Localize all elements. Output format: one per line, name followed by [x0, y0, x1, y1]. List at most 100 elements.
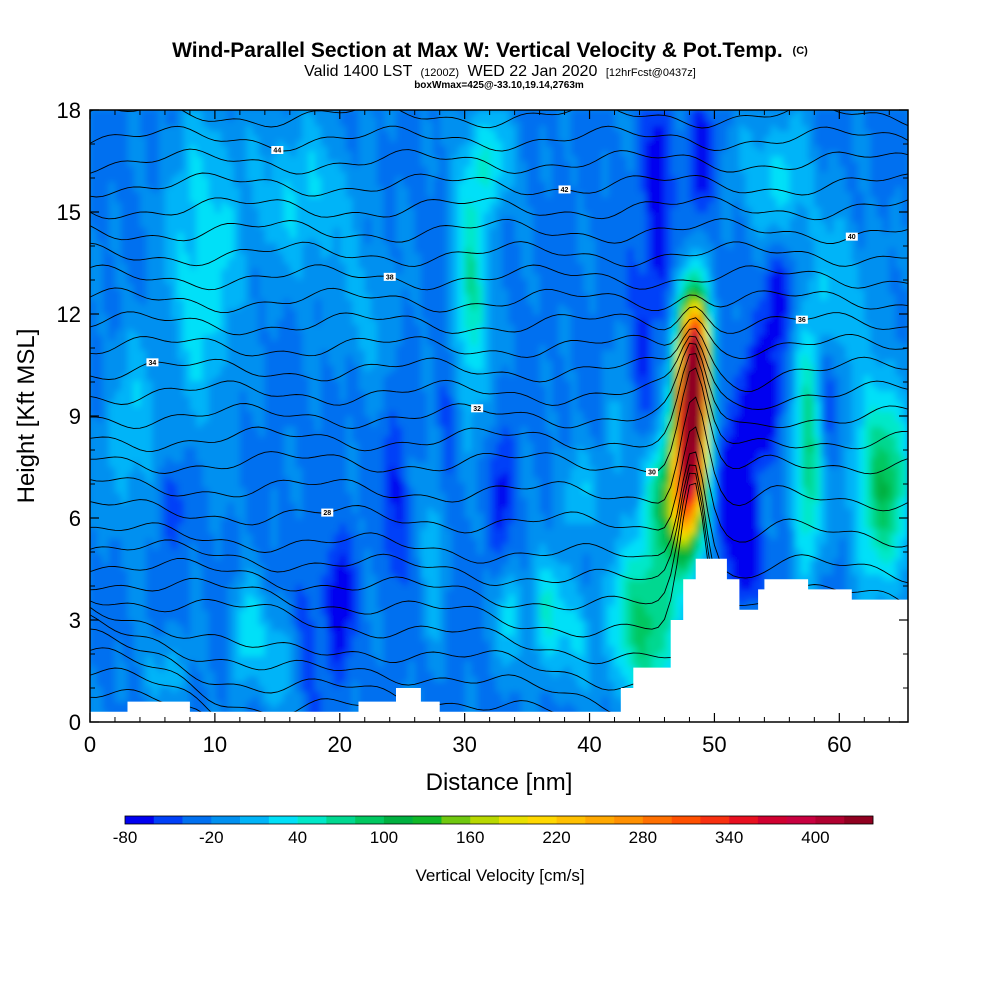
isentrope-label-bg — [321, 508, 334, 517]
chart-title: Wind-Parallel Section at Max W: Vertical… — [172, 39, 808, 62]
x-tick-label: 40 — [577, 732, 601, 757]
colorbar-tick-label: 160 — [456, 828, 484, 847]
y-tick-label: 18 — [57, 98, 81, 123]
colorbar-swatch — [211, 816, 241, 824]
colorbar-swatch — [671, 816, 701, 824]
isentrope-label: 44 — [273, 147, 281, 154]
colorbar-swatch — [470, 816, 500, 824]
colorbar-swatch — [729, 816, 759, 824]
isentrope-label: 40 — [848, 234, 856, 241]
colorbar-tick-label: 280 — [629, 828, 657, 847]
colorbar-tick-label: 400 — [801, 828, 829, 847]
colorbar-tick-label: 40 — [288, 828, 307, 847]
colorbar-swatch — [499, 816, 529, 824]
isentrope-line — [90, 148, 908, 175]
colorbar-swatch — [182, 816, 212, 824]
colorbar-swatch — [383, 816, 413, 824]
isentrope-line — [90, 264, 908, 291]
subtitle-valid: Valid 1400 LST — [304, 63, 412, 80]
y-tick-label: 3 — [69, 608, 81, 633]
isentrope-line — [90, 342, 908, 429]
colorbar-swatch — [614, 816, 644, 824]
isentrope-line — [90, 328, 908, 393]
isentrope-label-bg — [558, 185, 571, 194]
subtitle-forecast: [12hrFcst@0437z] — [606, 67, 696, 79]
colorbar-swatch — [125, 816, 155, 824]
colorbar-frame — [124, 815, 874, 825]
isentrope-line — [90, 426, 908, 548]
colorbar-tick-label: 100 — [370, 828, 398, 847]
isentrope-line — [90, 306, 908, 336]
isentrope-line — [90, 110, 908, 129]
y-tick-label: 6 — [69, 506, 81, 531]
isentrope-line — [90, 396, 908, 512]
isentrope-line — [90, 317, 908, 359]
terrain — [90, 558, 908, 722]
colorbar: -80 -20 40 100 160 220 280 340 400 — [113, 815, 874, 847]
colorbar-tick-label: -80 — [113, 828, 138, 847]
colorbar-swatch — [527, 816, 557, 824]
x-axis-label: Distance [nm] — [426, 769, 573, 796]
isentrope-label-bg — [146, 358, 159, 367]
isentrope-line — [90, 172, 908, 198]
chart-title-suffix: (C) — [793, 45, 809, 57]
isentrope-label: 42 — [561, 187, 569, 194]
colorbar-swatch — [585, 816, 615, 824]
colorbar-swatch — [441, 816, 471, 824]
y-tick-label: 0 — [69, 710, 81, 735]
isentrope-line — [90, 614, 786, 722]
colorbar-swatch — [240, 816, 270, 824]
chart-box-info: boxWmax=425@-33.10,19.14,2763m — [414, 80, 584, 91]
isentrope-line — [90, 367, 908, 475]
isentrope-line — [90, 451, 908, 584]
x-tick-label: 0 — [84, 732, 96, 757]
velocity-field — [90, 110, 908, 722]
isentrope-line — [90, 196, 908, 221]
colorbar-swatch — [326, 816, 356, 824]
subtitle-zulu: (1200Z) — [421, 67, 460, 79]
isentrope-line — [90, 628, 603, 722]
colorbar-swatch — [556, 816, 586, 824]
x-tick-label: 20 — [328, 732, 352, 757]
isentrope-label: 32 — [473, 406, 481, 413]
colorbar-swatch — [700, 816, 730, 824]
isentrope-label-bg — [271, 145, 284, 154]
chart-title-text: Wind-Parallel Section at Max W: Vertical… — [172, 39, 783, 62]
y-tick-label: 15 — [57, 200, 81, 225]
isentrope-line — [90, 218, 908, 244]
subtitle-date: WED 22 Jan 2020 — [468, 63, 598, 80]
isentrope-label: 36 — [798, 317, 806, 324]
colorbar-swatch — [642, 816, 672, 824]
x-tick-label: 60 — [827, 732, 851, 757]
isentrope-line — [90, 353, 908, 452]
isentrope-label-bg — [845, 232, 858, 241]
isentrope-label-bg — [795, 315, 808, 324]
colorbar-swatch — [412, 816, 442, 824]
y-axis-label: Height [Kft MSL] — [13, 329, 40, 504]
isentrope-label-bg — [471, 404, 484, 413]
colorbar-tick-label: 220 — [542, 828, 570, 847]
colorbar-tick-label: -20 — [199, 828, 224, 847]
colorbar-tick-label: 340 — [715, 828, 743, 847]
y-tick-label: 12 — [57, 302, 81, 327]
colorbar-swatch — [757, 816, 787, 824]
isentrope-line — [90, 125, 908, 152]
isentrope-line — [90, 241, 908, 268]
isentrope-label: 28 — [323, 510, 331, 517]
isentrope-label: 38 — [386, 274, 394, 281]
isentrope-line — [90, 287, 908, 314]
isentrope-label: 30 — [648, 470, 656, 477]
x-tick-label: 10 — [203, 732, 227, 757]
y-tick-label: 9 — [69, 404, 81, 429]
x-tick-label: 50 — [702, 732, 726, 757]
colorbar-swatch — [815, 816, 845, 824]
isentrope-line — [90, 647, 418, 722]
x-tick-label: 30 — [452, 732, 476, 757]
isentrope-label: 34 — [149, 360, 157, 367]
isentrope-label-bg — [383, 272, 396, 281]
colorbar-swatch — [153, 816, 183, 824]
colorbar-title: Vertical Velocity [cm/s] — [415, 866, 584, 885]
colorbar-swatch — [268, 816, 298, 824]
